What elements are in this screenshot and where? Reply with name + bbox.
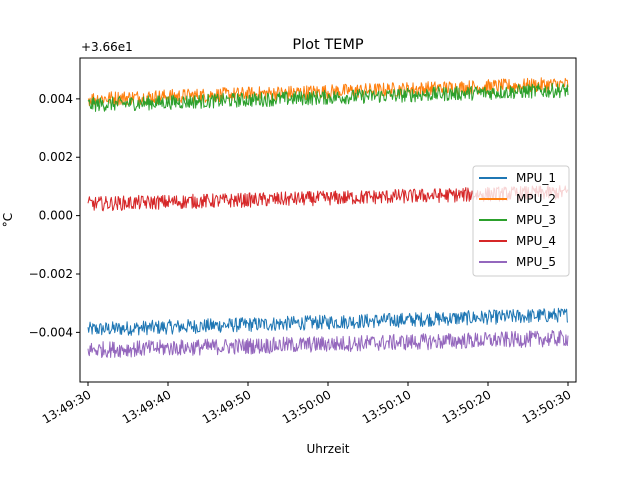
y-axis-label: °C	[1, 213, 15, 227]
legend-entry-label: MPU_2	[516, 192, 556, 206]
y-tick-label: −0.004	[29, 325, 73, 339]
legend: MPU_1 MPU_2 MPU_3 MPU_4 MPU_5	[472, 165, 570, 277]
y-tick-label: 0.000	[39, 209, 73, 223]
legend-entry-label: MPU_1	[516, 171, 556, 185]
series-line-mpu-1	[87, 307, 569, 336]
series-line-mpu-5	[87, 329, 569, 359]
legend-entry-label: MPU_4	[516, 234, 556, 248]
legend-entry-label: MPU_5	[516, 255, 556, 269]
y-tick-label: −0.002	[29, 267, 73, 281]
legend-entry-label: MPU_3	[516, 213, 556, 227]
y-offset-label: +3.66e1	[81, 40, 133, 54]
series-line-mpu-3	[87, 82, 569, 112]
y-tick-label: 0.002	[39, 150, 73, 164]
x-axis-label: Uhrzeit	[306, 442, 349, 456]
y-axis: −0.004 −0.002 0.000 0.002 0.004	[29, 92, 80, 339]
y-tick-label: 0.004	[39, 92, 73, 106]
chart-title: Plot TEMP	[292, 37, 363, 53]
legend-frame	[472, 165, 570, 277]
series-layer	[87, 77, 569, 359]
series-line-mpu-2	[87, 77, 569, 107]
